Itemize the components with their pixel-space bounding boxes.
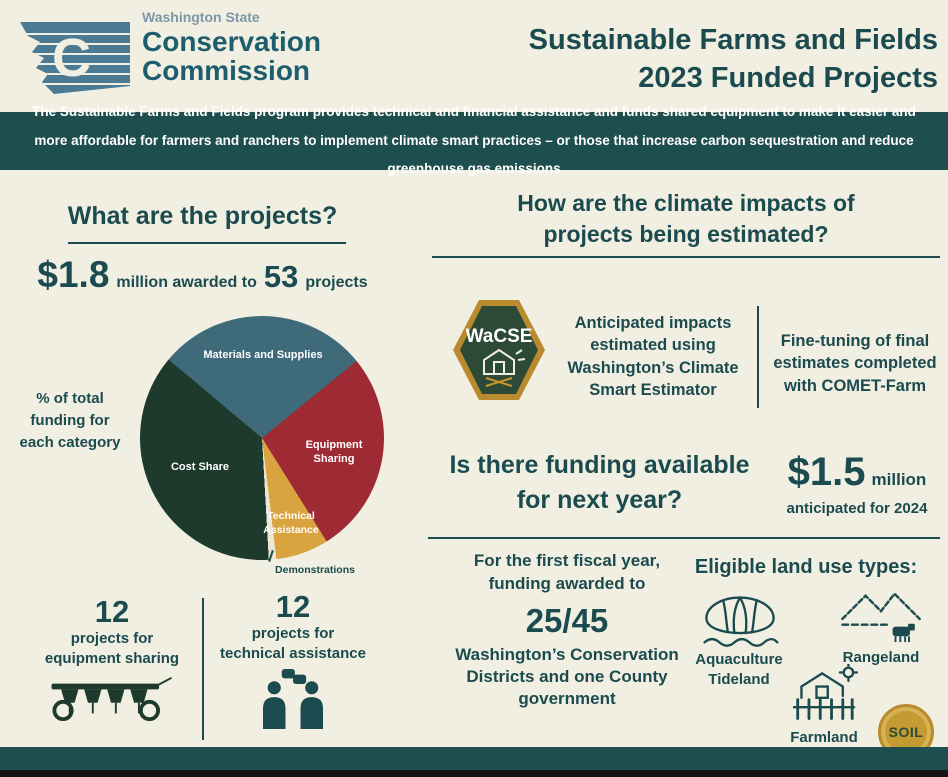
funding-amount: $1.5 [787,450,866,494]
pie-label-technical: Technical Assistance [263,510,319,536]
projects-underline [68,242,346,244]
pie-label-materials: Materials and Supplies [203,349,323,361]
farmland-icon [792,664,859,720]
footer-bar [0,747,948,770]
fiscal-fraction: 25/45 [525,601,609,639]
wheat-icon [485,377,513,387]
oyster-icon [703,596,779,647]
award-count-text: projects [305,274,368,291]
wscc-state-logo-icon: C [20,22,130,94]
fiscal-body: Washington’s Conservation Districts and … [455,644,679,709]
funding-caption: anticipated for 2024 [786,500,928,517]
award-count: 53 [263,259,299,294]
climate-divider [757,306,759,408]
pie-caption: % of total funding for each category [19,390,121,451]
stats-divider [202,598,204,740]
brand-block: Washington State Conservation Commission [142,9,321,87]
soil-badge-text: SOIL [888,724,924,740]
bottom-edge-strip [0,770,948,777]
pie-label-cost-share: Cost Share [170,461,230,473]
climate-heading-line2: projects being estimated? [543,221,829,248]
climate-heading: How are the climate impacts of projects … [428,188,944,250]
climate-underline [432,256,940,258]
people-talking-icon [263,669,323,730]
brand-line2: Commission [142,55,311,87]
land-use-label-aquaculture: Aquaculture Tideland [695,651,783,688]
stat-equipment-sharing: 12 projects for equipment sharing [28,594,196,727]
brand-state-label: Washington State [142,9,260,25]
projects-heading: What are the projects? [67,202,338,230]
funding-unit: million [871,470,927,489]
rangeland-icon [841,591,921,643]
stat-technical-line1: projects for [251,625,335,643]
pie-label-equipment: Equipment Sharing [305,439,363,466]
logo-letter: C [52,28,91,88]
page-title-line2: 2023 Funded Projects [638,61,938,94]
award-amount-text: million awarded to [116,274,257,291]
stat-equipment-value: 12 [94,594,130,629]
stat-technical-line2: technical assistance [220,644,366,662]
land-use-label-rangeland: Rangeland [842,649,920,666]
climate-heading-line1: How are the climate impacts of [517,190,855,216]
intro-banner-text: The Sustainable Farms and Fields program… [32,104,916,177]
stat-equipment-line2: equipment sharing [44,649,180,667]
fiscal-intro-line1: For the first fiscal year, [473,551,661,570]
funding-amount-row: $1.5 million [768,450,946,495]
stat-equipment-line1: projects for [70,630,154,648]
page-title-line1: Sustainable Farms and Fields [528,24,938,56]
fiscal-year-block: For the first fiscal year, funding award… [428,550,706,710]
barn-icon [483,348,526,375]
climate-right-text: Fine-tuning of final estimates completed… [773,332,937,395]
pie-chart [140,316,384,560]
climate-left-text: Anticipated impacts estimated using Wash… [567,314,739,399]
fiscal-intro-line2: funding awarded to [488,573,646,593]
award-amount: $1.8 [37,254,110,295]
wacse-badge: WaCSE [453,300,545,400]
section-divider [428,537,940,539]
land-use-label-farmland: Farmland [790,729,858,746]
seed-drill-icon [51,677,172,722]
land-use-heading: Eligible land use types: [694,556,918,578]
stat-technical-assistance: 12 projects for technical assistance [212,589,374,734]
page-title: Sustainable Farms and Fields 2023 Funded… [529,22,938,97]
wacse-badge-text: WaCSE [466,326,533,347]
funding-question-line2: for next year? [516,486,683,514]
funding-question: Is there funding available for next year… [432,448,767,518]
intro-banner: The Sustainable Farms and Fields program… [0,104,948,176]
stat-technical-value: 12 [275,589,311,624]
pie-label-demonstrations: Demonstrations [275,564,355,576]
funding-question-line1: Is there funding available [449,451,750,479]
award-summary: $1.8 million awarded to 53 projects [15,254,390,296]
brand-line1: Conservation [142,25,321,57]
